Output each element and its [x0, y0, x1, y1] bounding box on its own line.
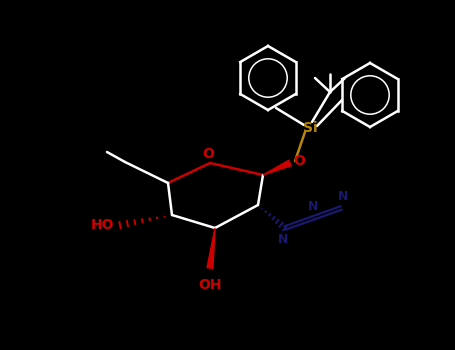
Text: N: N: [308, 200, 318, 213]
Text: N: N: [278, 233, 288, 246]
Text: O: O: [202, 147, 214, 161]
Polygon shape: [207, 228, 215, 268]
Text: HO: HO: [91, 218, 114, 232]
Text: O: O: [293, 154, 305, 168]
Text: OH: OH: [198, 278, 222, 292]
Polygon shape: [263, 160, 291, 175]
Text: Si: Si: [303, 121, 317, 135]
Text: N: N: [338, 190, 348, 203]
